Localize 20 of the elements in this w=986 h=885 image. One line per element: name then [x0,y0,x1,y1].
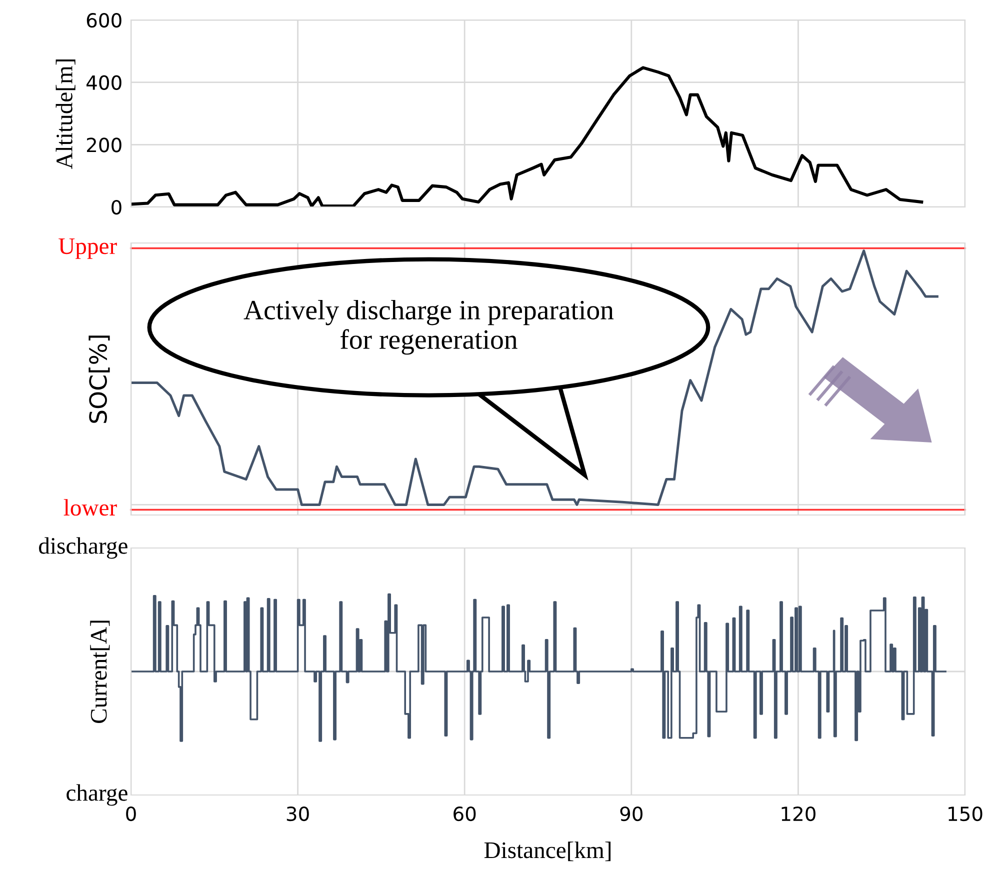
y-axis-title: Current[A] [90,620,110,723]
y-tick-label: 200 [86,138,122,152]
y-axis-title: SOC[%] [88,336,110,423]
annotation: Actively discharge in preparation for regeneration [244,300,614,355]
x-tick-label: 0 [126,806,136,822]
text: discharge [39,537,128,559]
x-tick-label: 90 [620,806,642,822]
x-tick-label: 120 [782,806,816,822]
x-tick-label: 150 [948,806,982,822]
ref-line-label: lower [64,499,117,516]
y-tick-label: 600 [86,12,122,28]
y-axis-title: Altitude[m] [56,60,76,170]
ref-line-label: Upper [58,238,117,259]
text: charge [66,784,128,806]
y-tick-label: 400 [86,75,122,90]
y-tick-label: 0 [112,200,122,215]
x-axis-title: Distance[km] [484,842,610,862]
x-tick-label: 30 [286,806,309,822]
line-series [131,66,924,207]
x-tick-label: 60 [454,806,476,822]
